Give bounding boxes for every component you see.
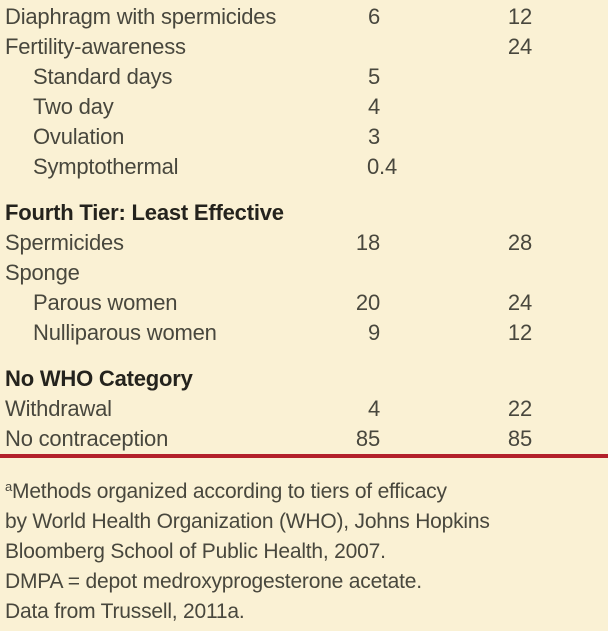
section-header-label: No WHO Category [5, 366, 193, 391]
value-col3: 22 [507, 396, 532, 421]
table-bottom-rule [0, 454, 608, 458]
method-label: No contraception [5, 426, 169, 451]
method-label: Nulliparous women [33, 320, 217, 345]
value-col3: 12 [507, 320, 532, 345]
section-header-row: No WHO Category [0, 364, 608, 394]
table-row: Fertility-awareness 24 [0, 32, 608, 62]
value-col2: 85 [355, 426, 380, 451]
value-col2: 5 [367, 64, 380, 89]
value-col3: 24 [507, 34, 532, 59]
table-row: Standard days 5 [0, 62, 608, 92]
contraceptive-efficacy-table: Diaphragm with spermicides 6 12 Fertility-a… [0, 2, 608, 454]
value-col3: 24 [507, 290, 532, 315]
value-col2: 0.4 [367, 154, 397, 179]
method-label: Symptothermal [33, 154, 179, 179]
footnote-line: Data from Trussell, 2011a. [5, 600, 245, 623]
footnote-marker: a [5, 479, 13, 494]
method-label: Fertility-awareness [5, 34, 186, 59]
value-col2: 18 [355, 230, 380, 255]
method-label: Spermicides [5, 230, 124, 255]
table-footnote: aMethods organized according to tiers of… [0, 458, 608, 627]
method-label: Diaphragm with spermicides [5, 4, 277, 29]
table-row: Two day 4 [0, 92, 608, 122]
table-row: Sponge [0, 258, 608, 288]
table-row: Diaphragm with spermicides 6 12 [0, 2, 608, 32]
value-col2: 4 [367, 396, 380, 421]
table-row: Parous women 20 24 [0, 288, 608, 318]
method-label: Parous women [33, 290, 178, 315]
table-row: Withdrawal 4 22 [0, 394, 608, 424]
value-col2: 9 [367, 320, 380, 345]
method-label: Withdrawal [5, 396, 112, 421]
value-col3: 28 [507, 230, 532, 255]
section-header-label: Fourth Tier: Least Effective [5, 200, 284, 225]
section-header-row: Fourth Tier: Least Effective [0, 198, 608, 228]
footnote-line: by World Health Organization (WHO), John… [5, 510, 490, 533]
method-label: Two day [33, 94, 114, 119]
method-label: Sponge [5, 260, 80, 285]
value-col3: 12 [507, 4, 532, 29]
footnote-line: aMethods organized according to tiers of… [5, 477, 603, 507]
value-col2: 4 [367, 94, 380, 119]
method-label: Ovulation [33, 124, 125, 149]
table-row: No contraception 85 85 [0, 424, 608, 454]
value-col3: 85 [507, 426, 532, 451]
footnote-line: Bloomberg School of Public Health, 2007. [5, 540, 386, 563]
footnote-text: Methods organized according to tiers of … [12, 480, 447, 503]
value-col2: 6 [367, 4, 380, 29]
footnote-line: DMPA = depot medroxyprogesterone acetate… [5, 570, 422, 593]
table-row: Ovulation 3 [0, 122, 608, 152]
table-row: Nulliparous women 9 12 [0, 318, 608, 348]
table-row: Symptothermal 0.4 [0, 152, 608, 182]
table-row: Spermicides 18 28 [0, 228, 608, 258]
value-col2: 3 [367, 124, 380, 149]
value-col2: 20 [355, 290, 380, 315]
method-label: Standard days [33, 64, 173, 89]
